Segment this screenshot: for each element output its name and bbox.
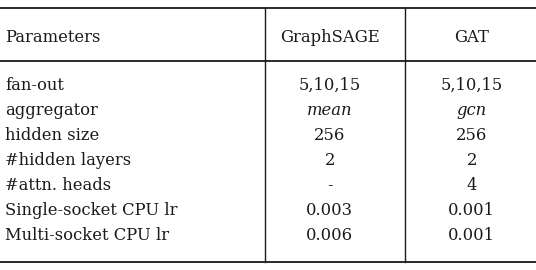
Text: aggregator: aggregator xyxy=(5,102,98,119)
Text: 2: 2 xyxy=(466,152,477,169)
Text: Multi-socket CPU lr: Multi-socket CPU lr xyxy=(5,227,169,244)
Text: 5,10,15: 5,10,15 xyxy=(299,77,361,93)
Text: 256: 256 xyxy=(456,127,487,144)
Text: GAT: GAT xyxy=(454,29,489,46)
Text: 2: 2 xyxy=(324,152,335,169)
Text: -: - xyxy=(327,177,332,194)
Text: 0.003: 0.003 xyxy=(306,202,353,219)
Text: #attn. heads: #attn. heads xyxy=(5,177,111,194)
Text: Parameters: Parameters xyxy=(5,29,101,46)
Text: mean: mean xyxy=(307,102,352,119)
Text: hidden size: hidden size xyxy=(5,127,100,144)
Text: 0.001: 0.001 xyxy=(448,227,495,244)
Text: 0.001: 0.001 xyxy=(448,202,495,219)
Text: fan-out: fan-out xyxy=(5,77,64,93)
Text: gcn: gcn xyxy=(457,102,487,119)
Text: 5,10,15: 5,10,15 xyxy=(441,77,503,93)
Text: 4: 4 xyxy=(466,177,477,194)
Text: Single-socket CPU lr: Single-socket CPU lr xyxy=(5,202,178,219)
Text: 256: 256 xyxy=(314,127,345,144)
Text: 0.006: 0.006 xyxy=(306,227,353,244)
Text: #hidden layers: #hidden layers xyxy=(5,152,131,169)
Text: GraphSAGE: GraphSAGE xyxy=(280,29,379,46)
